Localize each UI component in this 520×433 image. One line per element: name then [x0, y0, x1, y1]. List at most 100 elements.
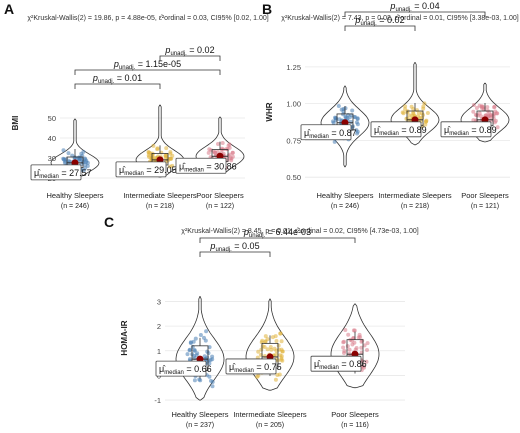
data-point [191, 339, 196, 344]
median-label-box [115, 161, 167, 178]
y-tick-label: 50 [48, 114, 56, 123]
x-tick-label: Healthy Sleepers [46, 191, 103, 200]
data-point [485, 113, 490, 118]
data-point [62, 160, 67, 165]
data-point [147, 155, 152, 159]
data-point [343, 106, 348, 111]
comparison-bracket [74, 83, 161, 89]
data-point [336, 104, 341, 108]
data-point [471, 109, 476, 114]
violin-0 [175, 296, 225, 401]
comparison-label: punadj. = 0.04 [389, 1, 439, 13]
x-tick-label: Healthy Sleepers [171, 410, 228, 419]
data-point [343, 328, 348, 332]
data-point [342, 351, 346, 355]
group-n-label: (n = 246) [61, 203, 89, 210]
data-point [349, 120, 353, 124]
y-tick-label: 1.25 [286, 63, 301, 72]
data-point [203, 338, 208, 343]
data-point [208, 358, 213, 362]
data-point [341, 345, 346, 350]
stats-subtitle: χ²Kruskal-Wallis(2) = 7.43, p = 0.02, ε̂… [281, 15, 519, 22]
comparison-bracket [74, 69, 221, 75]
group-n-label: (n = 237) [186, 422, 214, 429]
median-label-box [155, 360, 207, 377]
median-label-box [175, 157, 227, 174]
data-point [62, 157, 67, 162]
group-n-label: (n = 246) [331, 203, 359, 210]
y-tick-label: 40 [48, 134, 56, 143]
data-point [401, 111, 406, 116]
data-point [365, 341, 370, 346]
data-point [230, 154, 235, 159]
data-point [216, 142, 220, 146]
median-label-box [30, 164, 82, 181]
data-point [280, 349, 285, 354]
group-n-label: (n = 116) [341, 422, 369, 429]
data-point [198, 378, 203, 383]
data-point [85, 164, 90, 168]
data-point [359, 345, 364, 350]
comparison-bracket [344, 25, 416, 31]
data-point [355, 129, 360, 134]
y-axis-label: BMI [11, 116, 20, 131]
data-point [206, 351, 211, 356]
violin-0 [50, 118, 100, 178]
data-point [187, 348, 192, 353]
data-point [350, 342, 355, 347]
y-tick-label: 3 [157, 297, 161, 306]
median-label-box [300, 124, 352, 141]
data-point [411, 107, 416, 111]
data-point [192, 348, 197, 352]
comparison-bracket [199, 251, 271, 257]
data-point [492, 104, 497, 109]
comparison-label: punadj. = 0.02 [164, 45, 214, 57]
data-point [187, 357, 192, 362]
data-point [353, 347, 358, 352]
data-point [76, 155, 81, 160]
x-tick-label: Poor Sleepers [196, 191, 244, 200]
group-n-label: (n = 205) [256, 422, 284, 429]
comparison-bracket [199, 237, 356, 243]
data-point [193, 336, 198, 341]
stats-subtitle: χ²Kruskal-Wallis(2) = 19.86, p = 4.88e-0… [27, 15, 268, 22]
data-point [332, 139, 337, 144]
data-point [351, 328, 356, 333]
data-point [168, 151, 173, 156]
data-point [416, 111, 421, 116]
median-label: μ̂median = 0.89 [444, 125, 497, 137]
data-point [356, 335, 361, 340]
data-point [407, 113, 412, 118]
comparison-label: punadj. = 1.15e-05 [113, 59, 181, 71]
data-point [226, 143, 231, 148]
data-point [262, 345, 267, 349]
y-axis-label: HOMA-IR [120, 320, 129, 355]
data-point [493, 118, 498, 123]
y-tick-label: 1.00 [286, 100, 301, 109]
data-point [495, 125, 500, 130]
data-point [279, 339, 284, 344]
data-point [209, 378, 213, 383]
data-point [263, 334, 268, 339]
data-point [265, 347, 270, 352]
median-label: μ̂median = 0.86 [314, 359, 367, 371]
median-label: μ̂median = 27.57 [34, 168, 92, 180]
y-tick-label: 2 [157, 322, 161, 331]
x-tick-label: Healthy Sleepers [316, 191, 373, 200]
y-tick-label: 1 [157, 347, 161, 356]
median-label: μ̂median = 30.86 [179, 161, 237, 173]
data-point [341, 109, 346, 114]
data-point [346, 332, 351, 337]
data-point [210, 354, 215, 359]
y-tick-label: 0.75 [286, 136, 301, 145]
y-tick-label: -1 [154, 396, 161, 405]
data-point [168, 156, 173, 161]
data-point [163, 155, 168, 160]
data-point [273, 377, 278, 382]
data-point [337, 117, 342, 122]
median-label: μ̂median = 0.89 [374, 125, 427, 137]
data-point [256, 373, 261, 378]
data-point [415, 108, 419, 113]
